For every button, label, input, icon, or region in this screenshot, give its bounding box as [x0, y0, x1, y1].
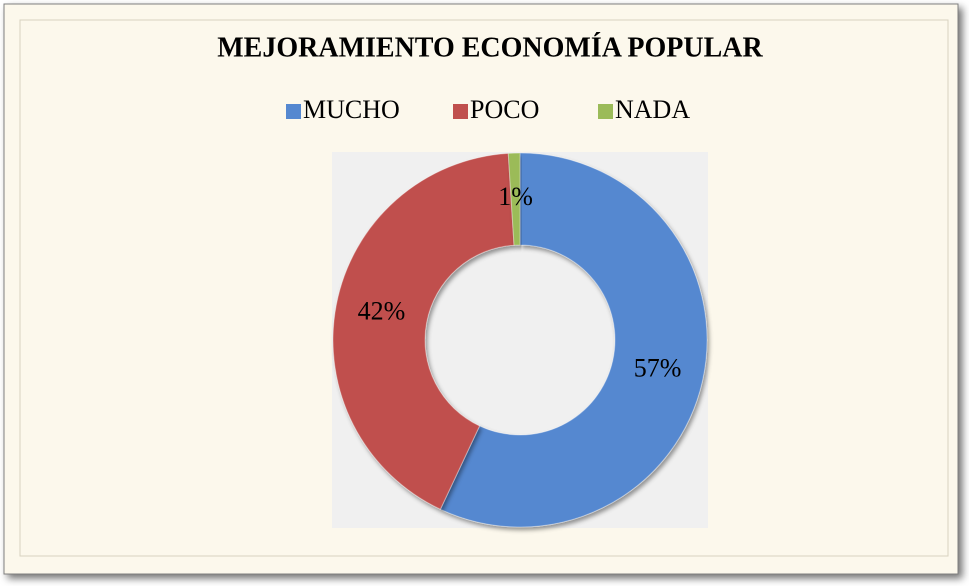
donut: 57% 42% 1%: [332, 152, 708, 528]
data-label: 42%: [358, 297, 406, 326]
legend-label: POCO: [470, 95, 539, 124]
legend-label: NADA: [615, 95, 690, 124]
data-label: 1%: [498, 182, 533, 211]
legend-label: MUCHO: [303, 95, 400, 124]
data-label: 57%: [634, 354, 682, 383]
legend: MUCHO POCO NADA: [286, 95, 690, 124]
inner-frame: [19, 19, 949, 557]
legend-swatch: [286, 104, 301, 119]
donut-segment: [507, 152, 521, 246]
legend-swatch: [598, 104, 613, 119]
donut-segment: [439, 152, 708, 528]
legend-swatch: [453, 104, 468, 119]
donut-segment: [332, 152, 515, 510]
chart-title: MEJORAMIENTO ECONOMÍA POPULAR: [217, 32, 763, 63]
